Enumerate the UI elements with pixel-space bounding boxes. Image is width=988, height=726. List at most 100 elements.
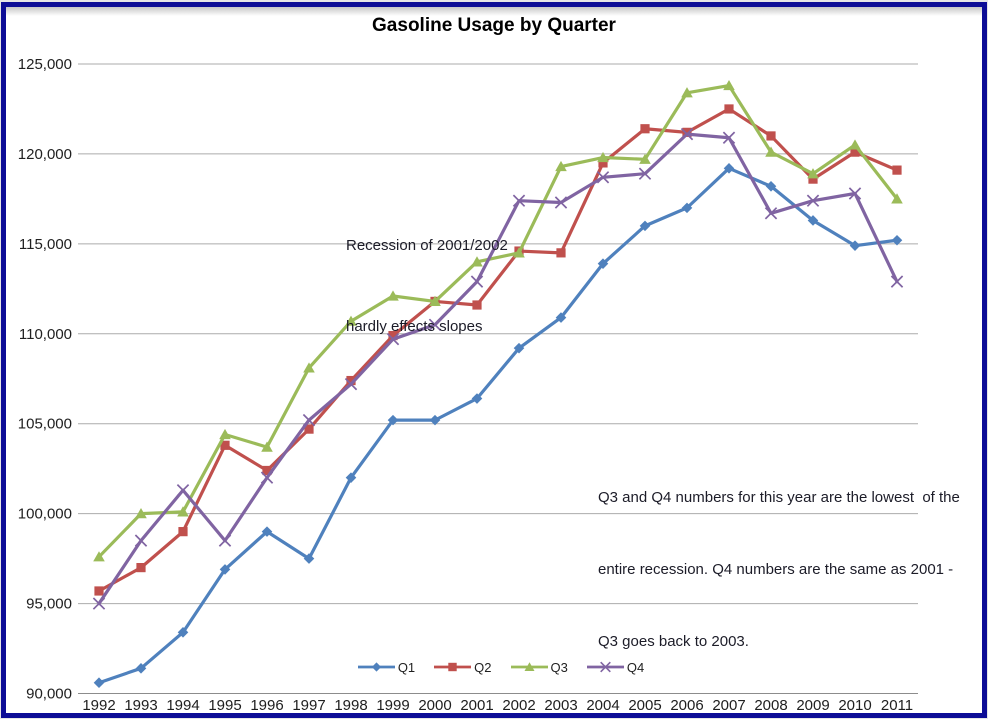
series-q1 <box>93 163 903 689</box>
marker-triangle <box>261 441 273 452</box>
marker-triangle <box>219 428 231 440</box>
x-tick-label-2002: 2002 <box>502 697 535 714</box>
legend-item-q2: Q2 <box>434 659 492 675</box>
marker-square <box>304 424 314 434</box>
x-tick-label-1994: 1994 <box>166 697 199 714</box>
marker-triangle <box>345 315 357 326</box>
series-q2 <box>94 104 902 596</box>
marker-x <box>386 332 400 346</box>
x-tick-label-2008: 2008 <box>754 697 787 714</box>
marker-square <box>220 440 230 450</box>
marker-square <box>850 147 860 157</box>
marker-diamond <box>93 677 105 689</box>
marker-diamond <box>723 163 735 174</box>
marker-triangle <box>513 247 525 258</box>
legend-label-q1: Q1 <box>397 659 416 675</box>
legend-label-q2: Q2 <box>474 659 492 675</box>
annotation-recession: Recession of 2001/2002 hardly effects sl… <box>346 178 508 394</box>
x-tick-label-2004: 2004 <box>586 697 619 714</box>
y-axis-labels: 90,000 95,000 100,000 105,000 110,000 115,000… <box>18 56 72 703</box>
marker-triangle <box>765 146 777 157</box>
x-tick-label-1998: 1998 <box>334 697 367 714</box>
y-tick-label-100000: 100,000 <box>18 506 72 523</box>
marker-x <box>554 196 568 209</box>
y-tick-label-95000: 95,000 <box>26 596 72 613</box>
chart-legend: Q1 Q2 Q3 Q4 <box>20 654 982 680</box>
marker-diamond <box>765 181 777 192</box>
y-tick-label-125000: 125,000 <box>18 56 72 73</box>
legend-item-q4: Q4 <box>586 659 644 675</box>
annotation-lowest-line1: Q3 and Q4 numbers for this year are the … <box>598 489 960 506</box>
marker-triangle <box>177 506 189 517</box>
annotation-lowest-numbers: Q3 and Q4 numbers for this year are the … <box>598 438 960 702</box>
marker-triangle <box>135 508 147 519</box>
marker-diamond <box>555 312 567 323</box>
marker-x <box>176 484 190 497</box>
marker-diamond <box>849 240 861 251</box>
marker-diamond <box>891 234 903 246</box>
marker-triangle <box>807 168 819 179</box>
marker-square <box>682 127 692 137</box>
marker-x <box>428 318 442 331</box>
y-tick-label-90000: 90,000 <box>26 686 72 703</box>
y-tick-label-105000: 105,000 <box>18 416 72 433</box>
marker-x <box>134 534 148 547</box>
marker-diamond <box>303 553 315 564</box>
marker-square <box>346 375 356 386</box>
marker-diamond <box>429 414 441 426</box>
marker-x <box>344 377 358 391</box>
marker-triangle <box>93 551 105 562</box>
legend-label-q3: Q3 <box>550 659 568 675</box>
marker-square <box>136 563 146 573</box>
marker-x <box>722 131 736 144</box>
marker-x <box>92 597 106 610</box>
x-tick-label-1992: 1992 <box>82 697 115 714</box>
x-tick-label-2011: 2011 <box>881 697 913 714</box>
marker-diamond <box>219 564 231 575</box>
marker-x <box>596 171 610 184</box>
marker-triangle <box>555 160 567 172</box>
series-q3 <box>93 79 903 562</box>
marker-diamond <box>807 215 819 226</box>
marker-triangle <box>303 362 315 373</box>
marker-square <box>94 586 104 596</box>
annotation-recession-line2: hardly effects slopes <box>346 318 483 335</box>
marker-x <box>512 194 526 207</box>
annotation-lowest-line2: entire recession. Q4 numbers are the sam… <box>598 561 954 578</box>
marker-diamond <box>345 472 357 483</box>
marker-square <box>892 165 902 175</box>
q2-legend-marker-icon <box>434 662 472 672</box>
marker-x <box>218 534 232 547</box>
y-tick-label-110000: 110,000 <box>19 326 72 343</box>
marker-diamond <box>681 202 693 214</box>
chart-title: Gasoline Usage by Quarter <box>372 15 616 36</box>
marker-square <box>640 124 650 134</box>
marker-x <box>680 127 694 141</box>
marker-triangle <box>849 139 861 150</box>
marker-diamond <box>177 627 189 638</box>
marker-square <box>262 465 272 476</box>
y-tick-label-115000: 115,000 <box>19 236 72 253</box>
line-chart-plot-area: 90,000 95,000 100,000 105,000 110,000 115,000… <box>18 56 918 714</box>
legend-item-q3: Q3 <box>510 659 568 675</box>
marker-square <box>724 104 734 114</box>
marker-triangle <box>891 193 903 204</box>
marker-diamond <box>261 526 273 537</box>
marker-triangle <box>429 295 441 307</box>
marker-triangle <box>681 87 693 98</box>
marker-triangle <box>639 153 651 164</box>
x-tick-label-1997: 1997 <box>292 697 325 714</box>
marker-square <box>556 248 566 258</box>
marker-x <box>764 207 778 220</box>
x-tick-label-1999: 1999 <box>376 697 409 714</box>
marker-x <box>638 167 652 180</box>
legend-item-q1: Q1 <box>357 659 416 675</box>
marker-x <box>806 194 820 207</box>
x-tick-label-2009: 2009 <box>796 697 829 714</box>
y-tick-label-120000: 120,000 <box>18 146 72 163</box>
marker-triangle <box>723 79 735 91</box>
series-q1-line <box>97 166 899 685</box>
marker-x <box>260 471 274 484</box>
marker-x <box>470 275 484 288</box>
annotation-lowest-line3: Q3 goes back to 2003. <box>598 633 749 650</box>
